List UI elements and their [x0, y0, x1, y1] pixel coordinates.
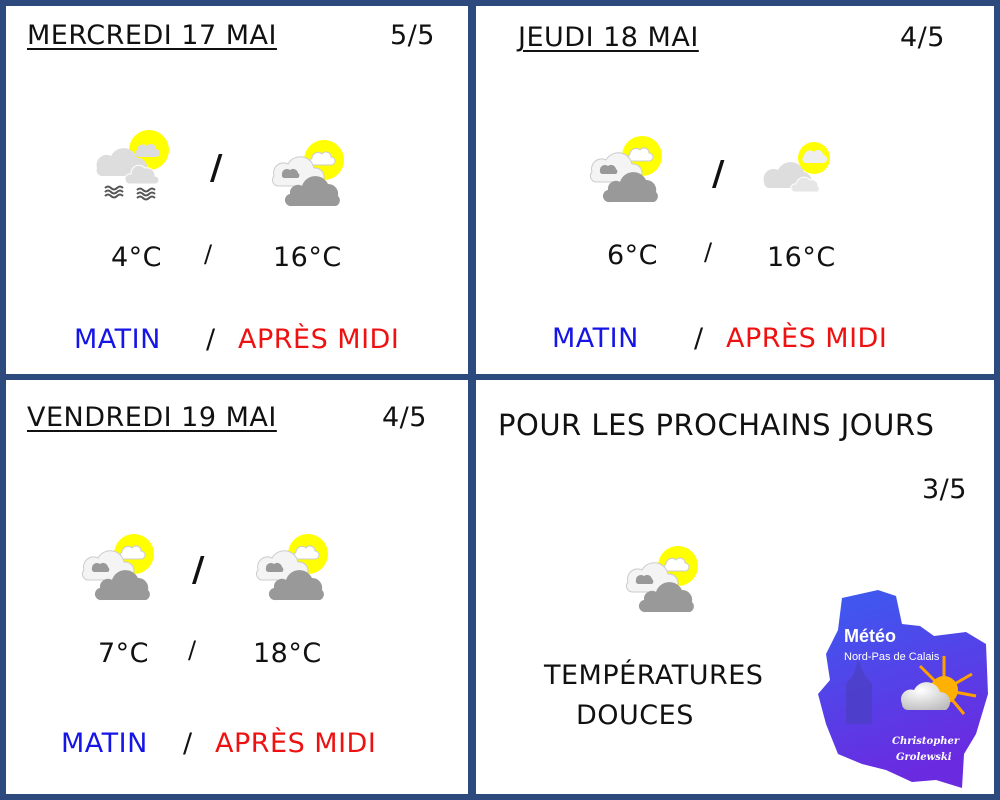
outlook-title: POUR LES PROCHAINS JOURS: [498, 408, 935, 442]
day-panel-wednesday: MERCREDI 17 MAI 5/5 / 4°C / 16°C MATIN /…: [6, 6, 468, 374]
partly-cloudy-icon: [763, 141, 831, 193]
cloudy-sun-icon: [625, 545, 699, 613]
outlook-rating: 3/5: [922, 474, 967, 505]
day-panel-thursday: JEUDI 18 MAI 4/5 / 6°C / 16°C MATIN / AP…: [476, 6, 994, 374]
outlook-panel: POUR LES PROCHAINS JOURS 3/5 TEMPÉRATURE…: [476, 380, 994, 794]
morning-temp: 4°C: [111, 242, 163, 273]
afternoon-temp: 16°C: [767, 242, 836, 273]
label-separator: /: [694, 323, 704, 354]
meteo-logo: Météo Nord-Pas de Calais Christopher Gro…: [818, 590, 988, 788]
cloudy-sun-icon: [255, 533, 329, 601]
temp-separator: /: [704, 238, 713, 266]
day-rating: 4/5: [900, 22, 945, 53]
logo-subtitle: Nord-Pas de Calais: [844, 651, 940, 663]
label-separator: /: [206, 324, 216, 355]
separator: /: [712, 154, 725, 194]
label-separator: /: [183, 728, 193, 759]
day-title: JEUDI 18 MAI: [518, 22, 699, 53]
morning-label: MATIN: [552, 323, 639, 354]
logo-author-last: Grolewski: [896, 752, 952, 763]
outlook-line-2: DOUCES: [576, 700, 694, 731]
afternoon-temp: 18°C: [253, 638, 322, 669]
day-rating: 5/5: [390, 20, 435, 51]
morning-label: MATIN: [74, 324, 161, 355]
afternoon-temp: 16°C: [273, 242, 342, 273]
separator: /: [192, 550, 205, 590]
fog-cloud-sun-icon: [95, 129, 170, 201]
morning-temp: 6°C: [607, 240, 659, 271]
day-title: MERCREDI 17 MAI: [27, 20, 277, 51]
temp-separator: /: [188, 636, 197, 664]
cloudy-sun-icon: [271, 139, 345, 207]
afternoon-label: APRÈS MIDI: [238, 324, 400, 355]
cloudy-sun-icon: [81, 533, 155, 601]
separator: /: [210, 148, 223, 188]
outlook-line-1: TEMPÉRATURES: [544, 660, 764, 691]
logo-title: Météo: [844, 626, 896, 646]
afternoon-label: APRÈS MIDI: [215, 728, 377, 759]
day-rating: 4/5: [382, 402, 427, 433]
morning-label: MATIN: [61, 728, 148, 759]
day-title: VENDREDI 19 MAI: [27, 402, 277, 433]
logo-author-first: Christopher: [892, 736, 960, 747]
morning-temp: 7°C: [98, 638, 150, 669]
day-panel-friday: VENDREDI 19 MAI 4/5 / 7°C / 18°C MATIN /…: [6, 380, 468, 794]
cloudy-sun-icon: [589, 135, 663, 203]
temp-separator: /: [204, 240, 213, 268]
afternoon-label: APRÈS MIDI: [726, 323, 888, 354]
